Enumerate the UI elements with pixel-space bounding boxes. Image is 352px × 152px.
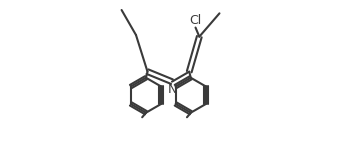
Text: N: N — [167, 83, 177, 96]
Text: Cl: Cl — [189, 14, 202, 27]
